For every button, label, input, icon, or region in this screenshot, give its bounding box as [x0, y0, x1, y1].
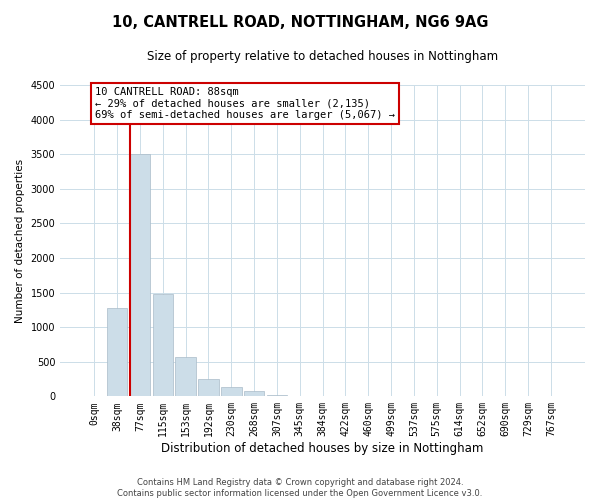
Text: 10 CANTRELL ROAD: 88sqm
← 29% of detached houses are smaller (2,135)
69% of semi: 10 CANTRELL ROAD: 88sqm ← 29% of detache…: [95, 87, 395, 120]
X-axis label: Distribution of detached houses by size in Nottingham: Distribution of detached houses by size …: [161, 442, 484, 455]
Title: Size of property relative to detached houses in Nottingham: Size of property relative to detached ho…: [147, 50, 498, 63]
Bar: [244, 391, 265, 396]
Text: 10, CANTRELL ROAD, NOTTINGHAM, NG6 9AG: 10, CANTRELL ROAD, NOTTINGHAM, NG6 9AG: [112, 15, 488, 30]
Bar: [221, 388, 242, 396]
Bar: [130, 154, 150, 396]
Bar: [198, 380, 219, 396]
Bar: [266, 395, 287, 396]
Y-axis label: Number of detached properties: Number of detached properties: [15, 158, 25, 322]
Bar: [152, 294, 173, 396]
Bar: [107, 308, 127, 396]
Text: Contains HM Land Registry data © Crown copyright and database right 2024.
Contai: Contains HM Land Registry data © Crown c…: [118, 478, 482, 498]
Bar: [175, 356, 196, 397]
